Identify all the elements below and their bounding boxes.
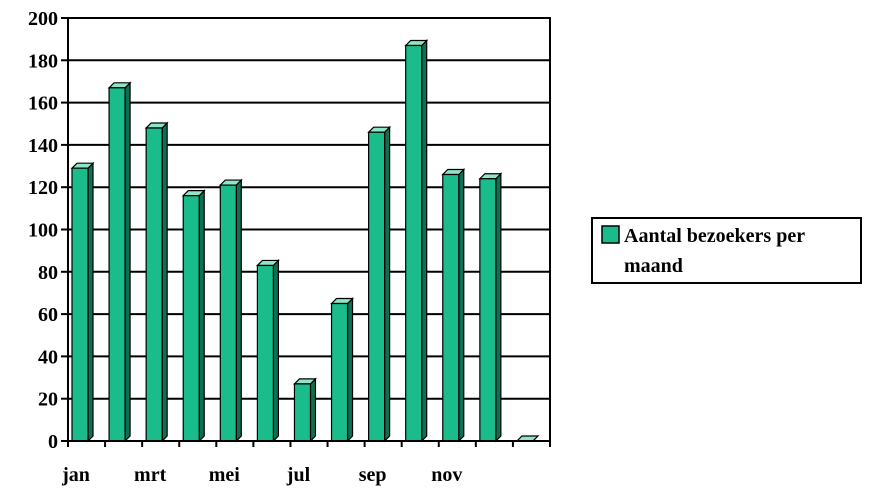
- bar-side: [421, 39, 428, 443]
- bar: [478, 172, 503, 443]
- bar-side: [458, 168, 465, 443]
- y-tick-label: 60: [38, 304, 58, 326]
- x-tick-label: nov: [431, 464, 462, 486]
- legend: Aantal bezoekers per maand: [591, 217, 862, 284]
- bar: [70, 161, 95, 443]
- legend-label-line-1: Aantal bezoekers per: [624, 225, 805, 247]
- y-tick-label: 40: [38, 346, 58, 368]
- y-tick-label: 120: [28, 177, 58, 199]
- bar: [293, 377, 317, 443]
- x-tick-label: mrt: [134, 464, 167, 486]
- bar-front: [368, 131, 386, 442]
- bar-side: [309, 377, 317, 443]
- legend-swatch: [601, 225, 620, 244]
- bar-front: [108, 87, 126, 442]
- y-tick-label: 160: [28, 93, 58, 115]
- y-tick-label: 80: [38, 262, 58, 284]
- bar: [367, 125, 392, 443]
- x-tick-label: mei: [209, 464, 241, 486]
- y-tick-label: 180: [28, 50, 58, 72]
- bar-front: [219, 184, 237, 442]
- y-tick-labels: 0 20 40 60 80 100 120 140 160 180 200: [28, 8, 58, 453]
- bar-front: [479, 178, 497, 442]
- bar-side: [235, 178, 242, 443]
- bar-front: [330, 302, 349, 442]
- legend-label-line-2: maand: [624, 255, 683, 277]
- y-tick-label: 0: [48, 431, 58, 453]
- x-tick-labels: jan mrt mei jul sep nov: [61, 464, 462, 486]
- bar-side: [272, 259, 279, 443]
- bar: [404, 39, 429, 443]
- bar-front: [182, 195, 200, 442]
- bar-side: [87, 161, 94, 443]
- bar-side: [198, 189, 205, 443]
- bar: [218, 178, 243, 443]
- bar: [515, 435, 540, 442]
- bar: [441, 168, 466, 443]
- bar-front: [256, 264, 274, 442]
- bar: [330, 297, 354, 443]
- bar-side: [384, 125, 391, 443]
- bar-side: [495, 172, 502, 443]
- bar-front: [405, 44, 423, 442]
- bar-side: [161, 121, 168, 443]
- y-tick-label: 200: [28, 8, 58, 30]
- bar: [255, 259, 280, 443]
- bars: [70, 39, 540, 443]
- x-tick-label: sep: [359, 464, 387, 486]
- x-tick-label: jul: [286, 464, 311, 486]
- bar-side: [124, 81, 131, 443]
- bar-front: [71, 167, 89, 442]
- bar-side: [346, 297, 354, 443]
- bar: [144, 121, 169, 443]
- y-tick-label: 20: [38, 389, 58, 411]
- bar-front: [145, 127, 163, 442]
- axes: [61, 17, 551, 447]
- y-tick-label: 100: [28, 220, 58, 242]
- legend-box: [591, 217, 862, 284]
- bar-front: [293, 383, 312, 442]
- x-tick-label: jan: [61, 464, 90, 486]
- bar: [181, 189, 206, 443]
- y-tick-label: 140: [28, 135, 58, 157]
- bar-front: [442, 173, 460, 442]
- bar: [107, 81, 132, 443]
